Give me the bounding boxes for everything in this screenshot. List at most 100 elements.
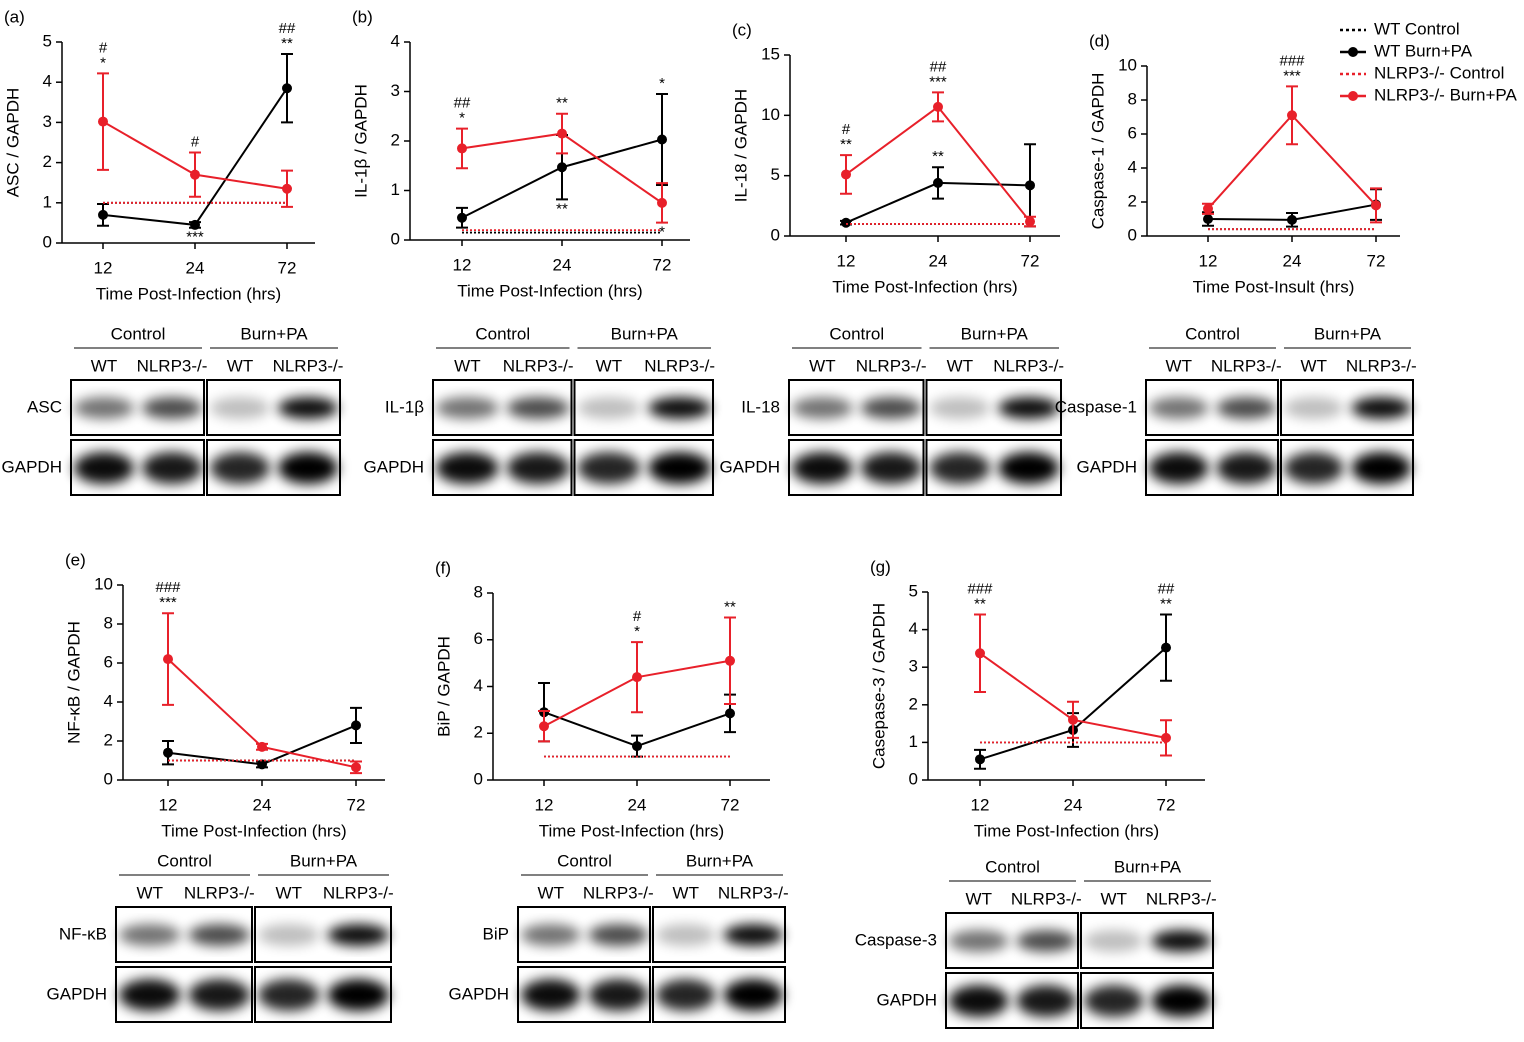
blot-band: [1149, 452, 1209, 484]
y-tick-label: 4: [104, 691, 113, 710]
blot-row-label: GAPDH: [720, 457, 780, 476]
x-axis-label: Time Post-Infection (hrs): [974, 821, 1159, 840]
blot-band: [1351, 452, 1411, 484]
significance-mark: **: [974, 596, 986, 613]
blot-lane: NLRP3-/-: [1011, 889, 1082, 908]
blot-lane: WT: [809, 356, 835, 375]
blot-lane: NLRP3-/-: [583, 883, 654, 902]
y-tick-label: 6: [1128, 123, 1137, 142]
blot-band: [1016, 985, 1076, 1017]
blot-band: [588, 979, 648, 1011]
data-point: [539, 721, 549, 732]
y-tick-label: 6: [474, 629, 483, 648]
y-tick-label: 2: [474, 723, 483, 742]
y-tick-label: 4: [1128, 157, 1137, 176]
blot-band: [327, 924, 389, 946]
data-point: [1025, 216, 1035, 227]
x-tick-label: 72: [278, 258, 297, 277]
x-tick-label: 72: [1021, 251, 1040, 270]
blot-lane: WT: [1301, 356, 1327, 375]
blot-band: [1151, 985, 1211, 1017]
blot-lane: WT: [947, 356, 973, 375]
blot-band: [188, 979, 250, 1011]
legend-label: NLRP3-/- Control: [1374, 63, 1504, 82]
blot-band: [792, 397, 853, 419]
blot-band: [648, 397, 711, 419]
y-tick-label: 2: [909, 694, 918, 713]
blot-lane: NLRP3-/-: [184, 883, 255, 902]
x-tick-label: 12: [453, 255, 472, 274]
significance-mark: **: [840, 136, 852, 153]
x-tick-label: 24: [186, 258, 205, 277]
blot-lane: WT: [673, 883, 699, 902]
blot-band: [327, 979, 389, 1011]
blot-group: Control: [557, 851, 612, 870]
legend-marker: [1348, 91, 1358, 101]
data-point: [282, 83, 292, 94]
blot-band: [1351, 397, 1411, 419]
blot-lane: WT: [91, 356, 117, 375]
blot-lane: WT: [1101, 889, 1127, 908]
data-point: [190, 169, 200, 180]
data-point: [725, 708, 735, 719]
data-point: [351, 720, 361, 731]
blot-band: [998, 452, 1059, 484]
blot-row-label: NF-κB: [59, 924, 107, 943]
y-tick-label: 4: [909, 619, 918, 638]
y-tick-label: 0: [474, 769, 483, 788]
legend-marker: [1348, 47, 1358, 57]
blot-group: Burn+PA: [240, 324, 308, 343]
data-point: [1161, 642, 1171, 653]
data-point: [557, 162, 567, 173]
panel-label: (c): [732, 20, 752, 39]
x-axis-label: Time Post-Infection (hrs): [832, 277, 1017, 296]
blot-band: [1084, 930, 1144, 952]
data-point: [975, 648, 985, 659]
blot-group: Burn+PA: [686, 851, 754, 870]
blot-row-label: GAPDH: [877, 990, 937, 1009]
x-tick-label: 12: [94, 258, 113, 277]
blot-lane: WT: [966, 889, 992, 908]
data-point: [933, 101, 943, 112]
significance-mark: **: [281, 35, 293, 52]
blot-band: [949, 985, 1009, 1017]
x-axis-label: Time Post-Infection (hrs): [457, 281, 642, 300]
blot-lane: WT: [596, 356, 622, 375]
blot-band: [278, 397, 338, 419]
significance-mark: *: [459, 110, 465, 127]
data-point: [190, 219, 200, 230]
significance-mark: ***: [186, 229, 204, 246]
y-axis-label: BiP / GAPDH: [434, 636, 453, 737]
significance-mark: **: [724, 599, 736, 616]
data-point: [98, 209, 108, 220]
blot-row-label: GAPDH: [449, 984, 509, 1003]
blot-band: [258, 979, 320, 1011]
significance-mark: ##: [454, 95, 471, 112]
significance-mark: **: [1160, 596, 1172, 613]
blot-band: [577, 397, 641, 419]
blot-band: [792, 452, 853, 484]
blot-group: Burn+PA: [961, 324, 1029, 343]
y-tick-label: 2: [391, 130, 400, 149]
blot-band: [506, 397, 570, 419]
significance-mark: ###: [1279, 52, 1305, 69]
y-axis-label: IL-18 / GAPDH: [731, 89, 750, 202]
data-point: [1287, 214, 1297, 225]
x-tick-label: 72: [1157, 795, 1176, 814]
blot-row-label: GAPDH: [364, 457, 424, 476]
blot-group: Control: [157, 851, 212, 870]
blot-band: [258, 924, 320, 946]
significance-mark: **: [556, 95, 568, 112]
blot-group: Burn+PA: [611, 324, 679, 343]
significance-mark: ##: [279, 20, 296, 37]
y-tick-label: 1: [43, 192, 52, 211]
y-tick-label: 0: [909, 769, 918, 788]
y-tick-label: 2: [43, 152, 52, 171]
y-axis-label: NF-κB / GAPDH: [64, 621, 83, 744]
y-tick-label: 2: [104, 730, 113, 749]
significance-mark: *: [634, 623, 640, 640]
x-tick-label: 24: [1064, 795, 1083, 814]
blot-row-label: Caspase-1: [1055, 397, 1137, 416]
legend-label: NLRP3-/- Burn+PA: [1374, 85, 1517, 104]
x-tick-label: 12: [159, 795, 178, 814]
